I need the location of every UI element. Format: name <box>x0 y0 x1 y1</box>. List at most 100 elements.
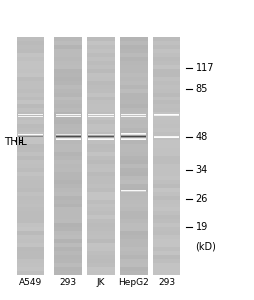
Bar <box>54 227 82 231</box>
Bar <box>88 135 113 136</box>
Bar <box>152 267 180 271</box>
Bar <box>55 136 81 137</box>
Bar <box>54 65 82 69</box>
Bar <box>55 135 81 136</box>
Bar <box>87 132 115 136</box>
Bar <box>54 152 82 156</box>
Bar <box>119 37 147 41</box>
Bar <box>152 73 180 77</box>
Bar <box>152 164 180 168</box>
Bar <box>87 81 115 85</box>
Bar <box>87 196 115 200</box>
Bar <box>152 77 180 81</box>
Bar <box>152 188 180 192</box>
Bar <box>119 152 147 156</box>
Bar <box>54 255 82 259</box>
Bar <box>152 215 180 219</box>
Bar <box>87 235 115 239</box>
Bar <box>119 69 147 73</box>
Bar <box>17 124 44 128</box>
Bar <box>87 128 115 132</box>
Bar <box>54 128 82 132</box>
Bar <box>119 239 147 243</box>
Bar <box>87 176 115 180</box>
Bar <box>17 49 44 53</box>
Bar <box>54 85 82 88</box>
Bar <box>17 227 44 231</box>
Text: 19: 19 <box>195 222 207 232</box>
Text: HepG2: HepG2 <box>118 278 149 287</box>
Bar <box>17 172 44 176</box>
Bar <box>119 124 147 128</box>
Bar <box>54 148 82 152</box>
Bar <box>17 239 44 243</box>
Bar <box>54 77 82 81</box>
Bar <box>54 108 82 112</box>
Bar <box>54 97 82 101</box>
Bar <box>119 120 147 124</box>
Bar <box>119 235 147 239</box>
Bar <box>119 61 147 65</box>
Text: A549: A549 <box>19 278 42 287</box>
Bar <box>54 144 82 148</box>
Bar <box>54 69 82 73</box>
Text: 34: 34 <box>195 165 207 175</box>
Bar <box>152 136 180 140</box>
Bar <box>88 139 113 140</box>
Bar <box>152 192 180 196</box>
Bar <box>87 212 115 215</box>
Bar <box>87 259 115 263</box>
Bar <box>119 243 147 247</box>
Bar <box>17 116 44 120</box>
Bar <box>87 223 115 227</box>
Bar <box>17 271 44 275</box>
Bar <box>54 176 82 180</box>
Bar <box>54 235 82 239</box>
Bar <box>87 37 115 275</box>
Bar <box>152 49 180 53</box>
Bar <box>18 136 43 137</box>
Bar <box>87 41 115 45</box>
Bar <box>87 255 115 259</box>
Bar <box>54 247 82 251</box>
Bar <box>17 61 44 65</box>
Bar <box>17 152 44 156</box>
Bar <box>119 92 147 97</box>
Bar <box>87 227 115 231</box>
Bar <box>17 144 44 148</box>
Text: (kD): (kD) <box>195 241 216 251</box>
Bar <box>54 116 82 120</box>
Bar <box>54 124 82 128</box>
Bar <box>119 176 147 180</box>
Bar <box>152 152 180 156</box>
Bar <box>87 184 115 188</box>
Bar <box>87 152 115 156</box>
Bar <box>55 137 81 138</box>
Bar <box>119 267 147 271</box>
Bar <box>54 81 82 85</box>
Bar <box>87 192 115 196</box>
Bar <box>17 196 44 200</box>
Bar <box>17 200 44 203</box>
Bar <box>119 65 147 69</box>
Bar <box>87 263 115 267</box>
Bar <box>54 41 82 45</box>
Bar <box>54 259 82 263</box>
Bar <box>119 140 147 144</box>
Bar <box>119 100 147 104</box>
Bar <box>152 100 180 104</box>
Bar <box>17 215 44 219</box>
Bar <box>17 108 44 112</box>
Bar <box>17 53 44 57</box>
Bar <box>54 203 82 208</box>
Bar <box>54 239 82 243</box>
Bar <box>17 235 44 239</box>
Text: JK: JK <box>96 278 105 287</box>
Bar <box>17 97 44 101</box>
Bar <box>88 137 113 138</box>
Bar <box>17 140 44 144</box>
Bar <box>119 160 147 164</box>
Bar <box>87 247 115 251</box>
Bar <box>119 164 147 168</box>
Bar <box>54 215 82 219</box>
